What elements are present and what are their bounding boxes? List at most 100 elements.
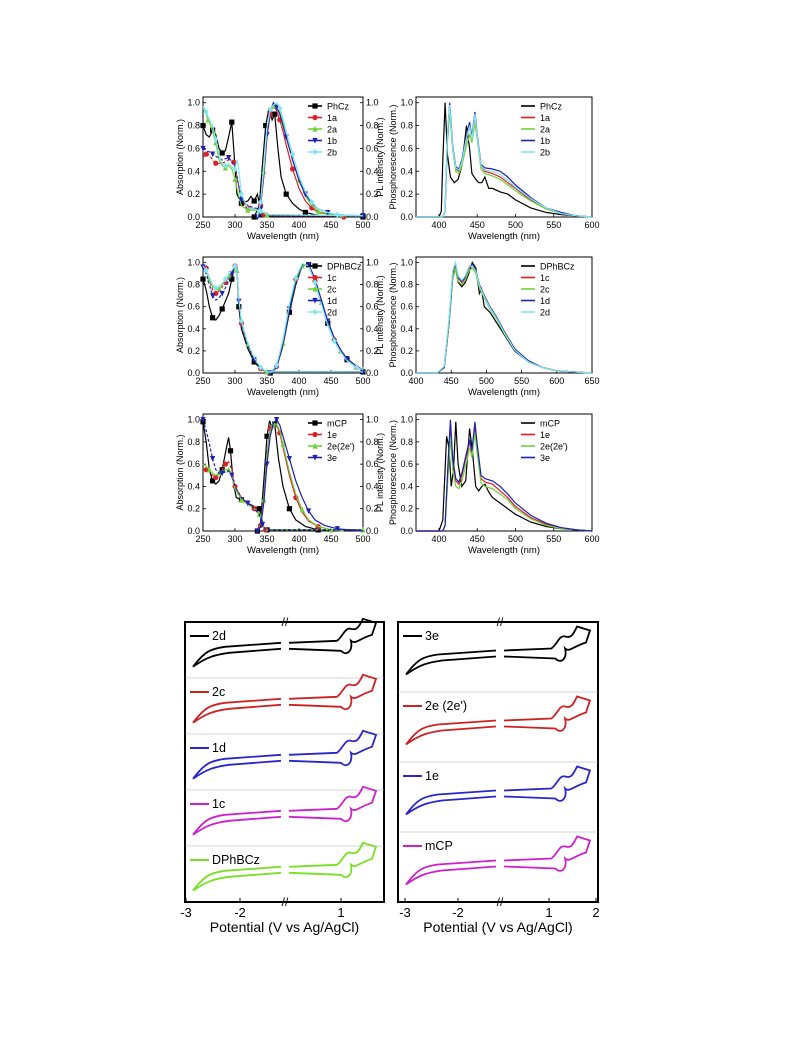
legend-label: 2a	[540, 125, 550, 135]
data-point	[360, 213, 366, 219]
y-tick-label: 0.2	[400, 189, 413, 199]
y-axis-label: Absorption (Norm.)	[175, 434, 185, 510]
y-tick-label: 0.4	[400, 481, 413, 491]
x-tick-label: 600	[584, 534, 599, 544]
x-axis-label: Wavelength (nm)	[468, 387, 540, 398]
y-right-tick-label: 0.4	[366, 481, 379, 491]
legend-label: DPhBCz	[540, 262, 575, 272]
x-axis-label: Wavelength (nm)	[468, 231, 540, 242]
series-line-3e	[256, 418, 364, 532]
data-point	[200, 416, 206, 423]
legend-label: 1c	[327, 273, 337, 283]
y-tick-label: 0.8	[400, 280, 413, 290]
data-point	[232, 165, 238, 173]
data-point	[222, 275, 228, 283]
data-point	[274, 416, 280, 423]
y-tick-label: 0.2	[400, 504, 413, 514]
x-tick-label: 350	[259, 220, 274, 230]
y-tick-label: 0.2	[187, 346, 200, 356]
y-tick-label: 0.6	[187, 302, 200, 312]
x-axis-label: Potential (V vs Ag/AgCl)	[423, 919, 572, 935]
data-point	[286, 309, 292, 315]
y-tick-label: 0.4	[187, 324, 200, 334]
series-line-PhCz	[253, 108, 364, 218]
y-tick-label: 0.4	[400, 166, 413, 176]
panel-cv-right: // -3 -2 1 2 Potential (V vs Ag/AgCl) // 3e 2e (…	[397, 615, 600, 935]
legend-label: mCP	[540, 419, 560, 429]
legend-label: 1d	[212, 741, 226, 755]
x-tick-label: 450	[323, 534, 338, 544]
x-tick-label: 350	[259, 534, 274, 544]
y-tick-label: 0.2	[187, 504, 200, 514]
data-point	[293, 274, 299, 282]
y-tick-label: 0.2	[400, 346, 413, 356]
x-tick-label: 450	[470, 220, 485, 230]
x-tick-label: 250	[195, 534, 210, 544]
x-axis-label: Wavelength (nm)	[247, 545, 319, 556]
series-line-DPhBCz	[416, 261, 593, 374]
data-point	[274, 362, 280, 369]
data-point	[238, 496, 244, 503]
data-point	[229, 119, 235, 125]
series-line-2a	[202, 108, 364, 217]
legend-label: 2e(2e')	[327, 442, 355, 452]
data-point	[306, 262, 312, 268]
data-point	[258, 364, 264, 371]
data-point	[280, 440, 286, 447]
y-axis-label: Phosphorescence (Norm.)	[388, 420, 398, 525]
y-right-tick-label: 0.4	[366, 166, 379, 176]
x-tick-label: 250	[195, 376, 210, 386]
data-point	[306, 508, 312, 515]
plot-frame	[415, 413, 593, 532]
y-right-axis-label: PL intensity (Norm.)	[375, 275, 385, 354]
legend-label: DPhBCz	[327, 262, 362, 272]
y-axis-label: Absorption (Norm.)	[175, 277, 185, 353]
axis-break-mark: //	[497, 615, 504, 629]
data-point	[238, 191, 244, 198]
legend-label: 2b	[327, 148, 337, 158]
data-point	[272, 111, 278, 117]
x-tick-label: 500	[508, 534, 523, 544]
cv-curve-oxidation	[503, 625, 592, 662]
data-point	[210, 478, 216, 484]
series-line-2b	[416, 104, 593, 218]
plot-frame	[202, 256, 364, 374]
series-line-3e	[416, 419, 593, 532]
data-point	[236, 304, 242, 310]
data-point	[245, 500, 251, 507]
x-tick-label: 500	[355, 534, 370, 544]
y-tick-label: 1.0	[187, 98, 200, 108]
plot-frame	[415, 96, 593, 218]
cv-curve-oxidation	[288, 785, 378, 823]
legend-label: 2d	[212, 629, 226, 643]
cv-curve-reduction	[192, 697, 282, 724]
data-point	[254, 214, 260, 221]
data-point	[213, 290, 219, 297]
cv-curve-reduction	[192, 865, 282, 892]
y-tick-label: 1.0	[400, 98, 413, 108]
data-point	[229, 472, 235, 479]
y-tick-label: 0.8	[400, 121, 413, 131]
legend-marker	[312, 454, 318, 461]
y-tick-label: 0.0	[400, 212, 413, 222]
data-point	[219, 150, 225, 156]
x-tick-label: 400	[431, 534, 446, 544]
y-tick-label: 0.6	[400, 302, 413, 312]
legend-label: 2c	[540, 285, 550, 295]
data-point	[286, 306, 292, 313]
x-axis-label: Wavelength (nm)	[247, 231, 319, 242]
y-right-tick-label: 0.2	[366, 504, 379, 514]
y-right-tick-label: 0.0	[366, 368, 379, 378]
cv-curve-oxidation	[288, 729, 378, 767]
legend-label: 2c	[327, 285, 337, 295]
cv-curve-oxidation	[503, 765, 592, 802]
y-tick-label: 0.8	[187, 437, 200, 447]
y-tick-label: 0.0	[187, 212, 200, 222]
data-point	[213, 284, 219, 292]
y-right-tick-label: 0.6	[366, 459, 379, 469]
data-point	[286, 455, 292, 462]
legend-marker	[312, 263, 318, 269]
axis-break-mark: //	[282, 615, 289, 629]
